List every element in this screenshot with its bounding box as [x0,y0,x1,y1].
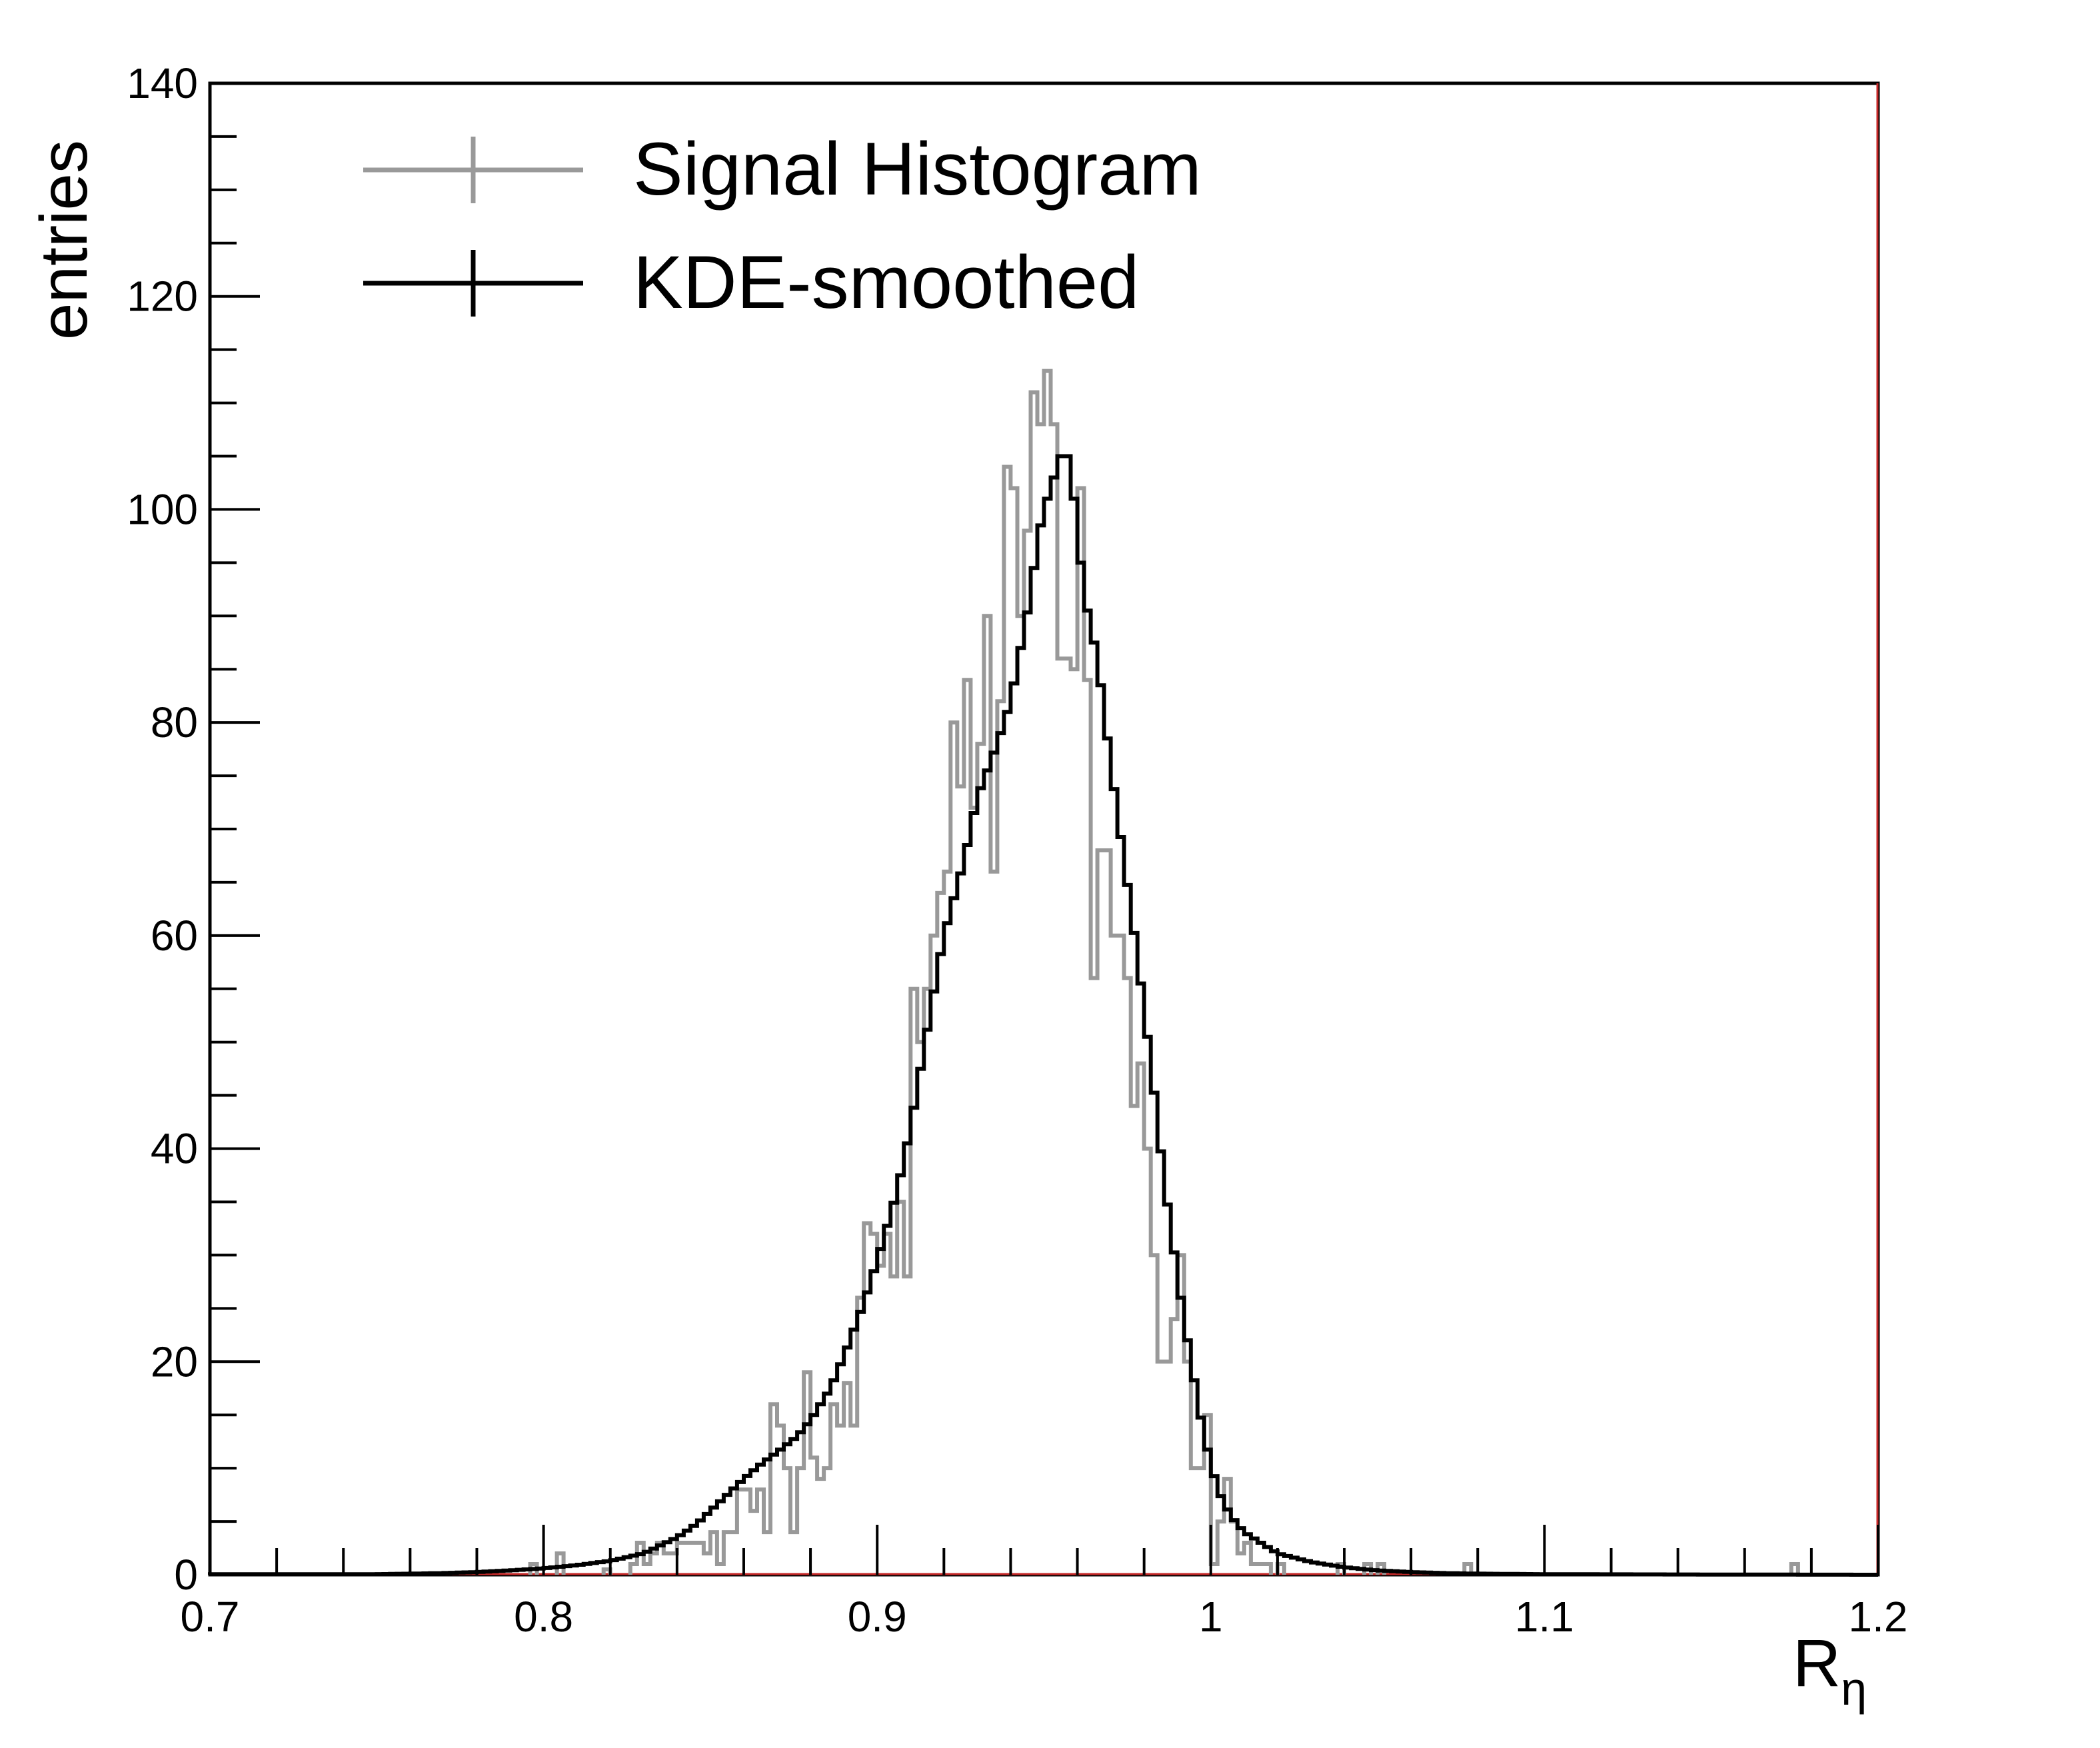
y-axis: 0 20 40 60 80 100 120 140 [127,59,260,1599]
y-tick-label: 120 [127,273,198,321]
x-tick-label: 0.9 [848,1593,907,1641]
y-tick-label: 0 [174,1551,198,1599]
x-tick-label: 1.2 [1849,1593,1908,1641]
legend-label-signal: Signal Histogram [633,127,1202,211]
x-tick-label: 1 [1199,1593,1223,1641]
series-signal-histogram [528,369,1800,1575]
x-tick-label: 1.1 [1515,1593,1574,1641]
y-tick-label: 140 [127,59,198,107]
legend: Signal Histogram KDE-smoothed [363,127,1202,324]
x-tick-label: 0.8 [514,1593,573,1641]
y-tick-label: 60 [151,912,198,960]
x-axis-title-subscript: η [1841,1663,1867,1715]
y-axis-title: entries [27,140,101,340]
y-tick-label: 20 [151,1337,198,1385]
x-tick-label: 0.7 [181,1593,240,1641]
y-tick-label: 100 [127,485,198,533]
legend-label-kde: KDE-smoothed [633,241,1139,324]
y-tick-label: 40 [151,1125,198,1173]
x-axis-title-main: R [1793,1626,1841,1701]
y-tick-label: 80 [151,698,198,746]
x-axis-title: Rη [1793,1626,1867,1715]
x-axis: 0.7 0.8 0.9 1 1.1 1.2 [181,1525,1908,1641]
series-kde-smoothed [208,454,1878,1577]
